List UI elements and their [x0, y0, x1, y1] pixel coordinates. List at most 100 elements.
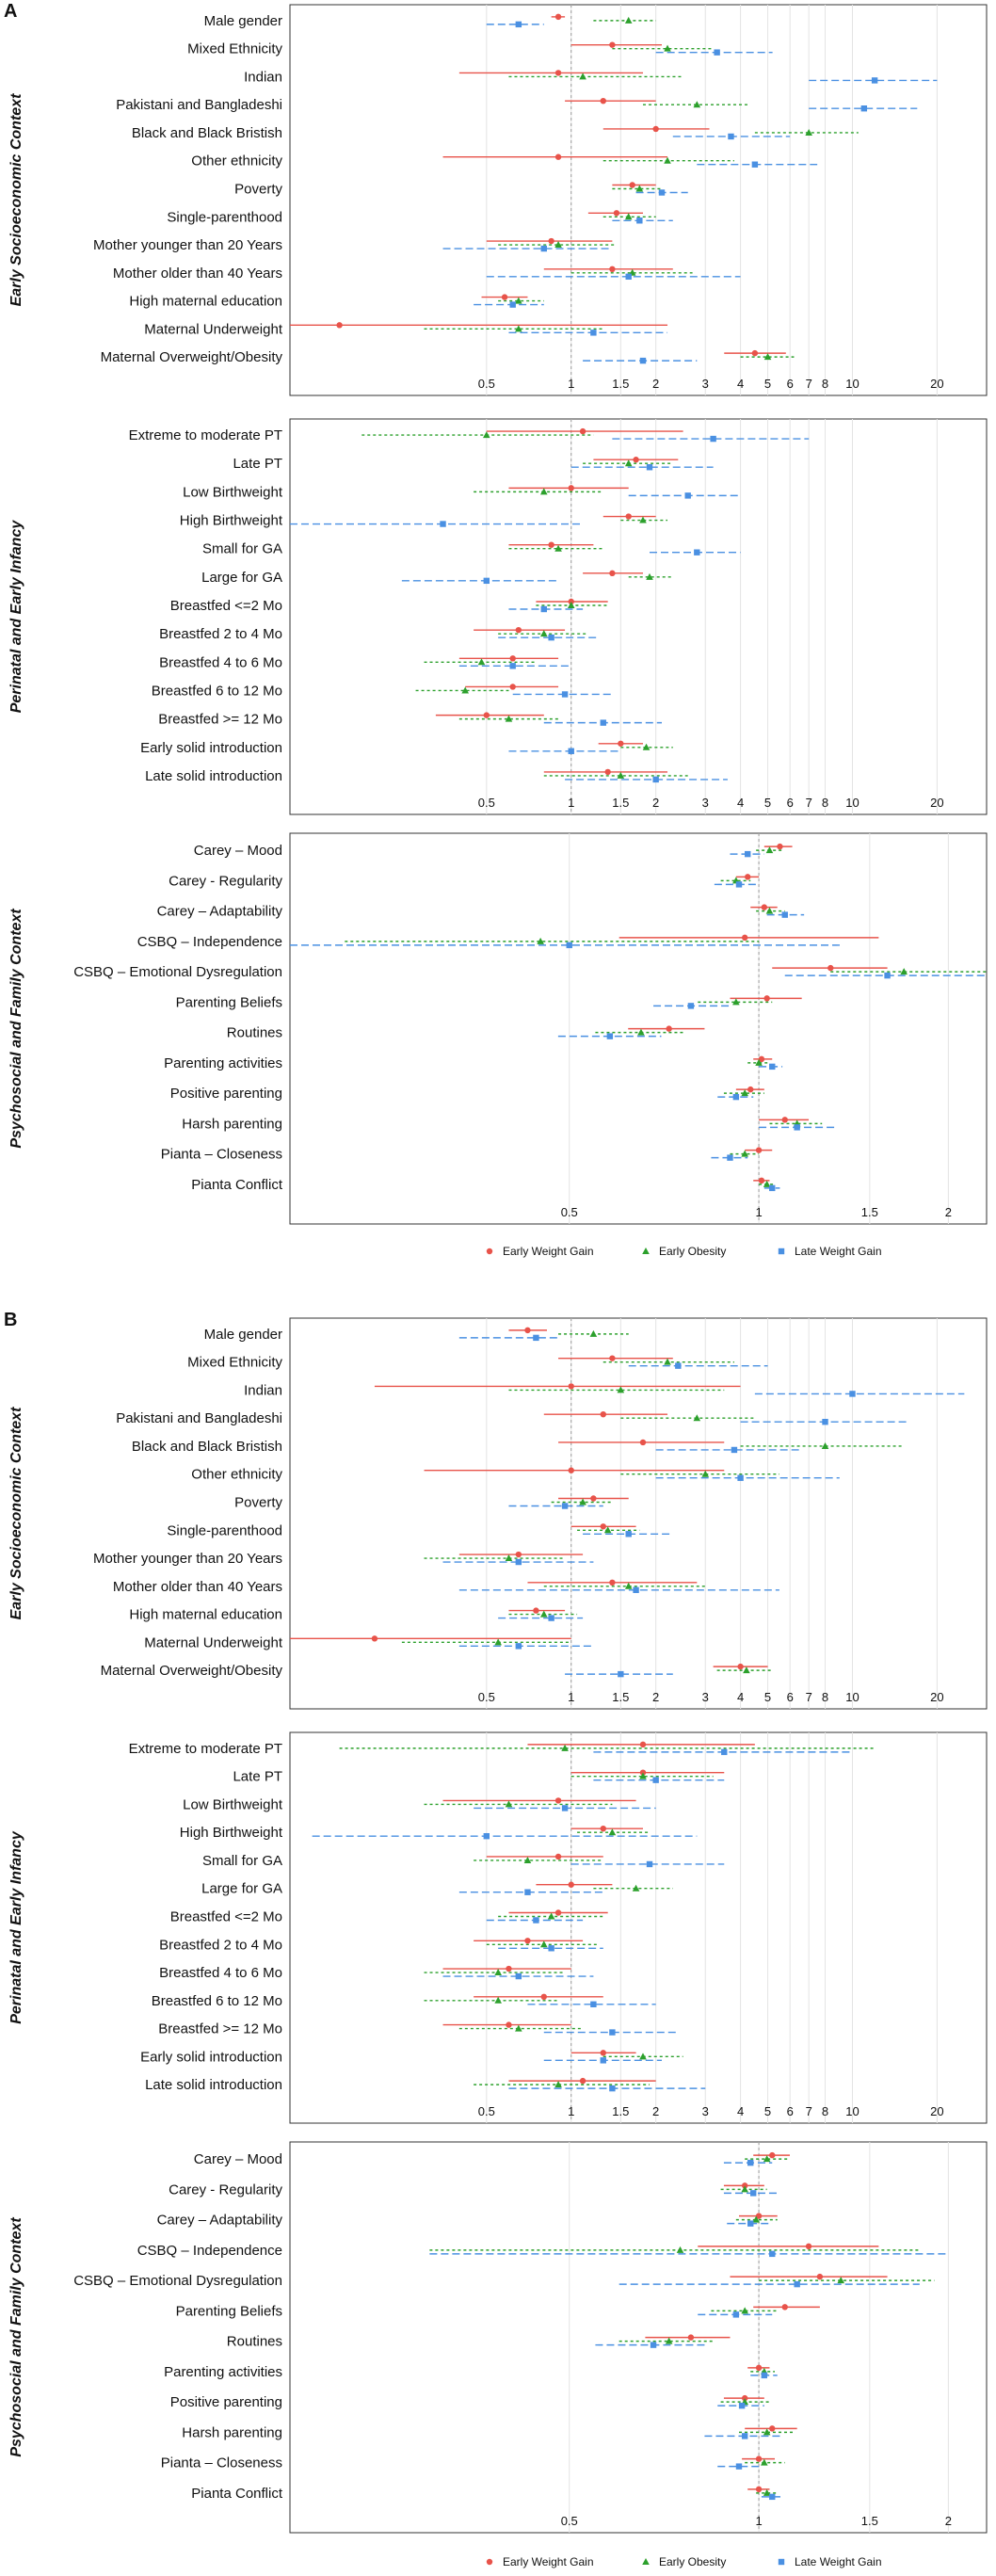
- point-estimate: [822, 1418, 828, 1425]
- point-estimate: [738, 2402, 746, 2409]
- point-estimate: [625, 513, 632, 520]
- point-estimate: [539, 1610, 548, 1618]
- row-label: Extreme to moderate PT: [129, 427, 282, 443]
- point-estimate: [741, 2307, 748, 2314]
- point-estimate: [646, 464, 653, 471]
- row-label: Single-parenthood: [167, 209, 282, 225]
- point-estimate: [483, 431, 490, 439]
- section-title: Perinatal and Early Infancy: [8, 520, 24, 714]
- x-tick-label: 1.5: [612, 377, 629, 391]
- point-estimate: [515, 21, 522, 28]
- x-tick-label: 4: [737, 377, 744, 391]
- plot-frame: [289, 1317, 988, 1710]
- point-estimate: [763, 2155, 771, 2163]
- point-estimate: [821, 1441, 829, 1449]
- point-estimate: [600, 2057, 606, 2064]
- row-label: Black and Black Bristish: [132, 125, 282, 141]
- point-estimate: [624, 213, 633, 220]
- legend-marker: [778, 2558, 785, 2566]
- point-estimate: [505, 715, 513, 722]
- point-estimate: [781, 911, 788, 918]
- point-estimate: [637, 1028, 645, 1036]
- row-label: Other ethnicity: [191, 1467, 282, 1483]
- x-tick-label: 8: [822, 377, 828, 391]
- point-estimate: [600, 1410, 606, 1418]
- point-estimate: [900, 968, 908, 975]
- point-estimate: [548, 541, 554, 548]
- point-estimate: [554, 1909, 562, 1916]
- point-estimate: [658, 189, 666, 196]
- point-estimate: [618, 740, 624, 747]
- point-estimate: [805, 2243, 812, 2250]
- point-estimate: [548, 237, 554, 245]
- point-estimate: [506, 2021, 512, 2028]
- row-label: Parenting Beliefs: [176, 2303, 282, 2319]
- row-label: Early solid introduction: [140, 2049, 282, 2065]
- point-estimate: [554, 153, 562, 160]
- point-estimate: [745, 850, 751, 858]
- point-estimate: [721, 1748, 728, 1756]
- x-tick-label: 5: [764, 2104, 771, 2118]
- x-tick-label: 4: [737, 2104, 744, 2118]
- row-label: Breastfed 4 to 6 Mo: [159, 654, 282, 670]
- point-estimate: [540, 245, 547, 252]
- x-tick-label: 0.5: [478, 1690, 495, 1704]
- point-estimate: [639, 1772, 647, 1779]
- point-estimate: [687, 2334, 695, 2341]
- row-label: High Birthweight: [180, 1825, 283, 1841]
- x-tick-label: 20: [930, 2104, 943, 2118]
- point-estimate: [579, 2077, 586, 2085]
- point-estimate: [781, 1117, 788, 1123]
- section-title: Perinatal and Early Infancy: [8, 1830, 24, 2024]
- row-label: Single-parenthood: [167, 1522, 282, 1538]
- point-estimate: [589, 1329, 598, 1337]
- point-estimate: [633, 1586, 639, 1594]
- legend-marker: [486, 1248, 493, 1255]
- x-tick-label: 4: [737, 796, 744, 810]
- x-tick-label: 2: [945, 2514, 952, 2528]
- point-estimate: [547, 1912, 555, 1920]
- point-estimate: [515, 297, 522, 304]
- row-label: Breastfed 2 to 4 Mo: [159, 1937, 282, 1953]
- point-estimate: [600, 2050, 606, 2056]
- point-estimate: [600, 97, 606, 105]
- row-label: CSBQ – Emotional Dysregulation: [73, 964, 282, 980]
- point-estimate: [765, 907, 774, 914]
- point-estimate: [568, 748, 574, 754]
- x-tick-label: 6: [787, 1690, 794, 1704]
- legend-marker: [642, 1248, 650, 1254]
- point-estimate: [755, 2364, 763, 2372]
- point-estimate: [794, 1124, 800, 1131]
- point-estimate: [483, 577, 490, 585]
- point-estimate: [676, 2246, 684, 2253]
- point-estimate: [539, 488, 548, 495]
- point-estimate: [635, 185, 644, 192]
- x-tick-label: 3: [702, 377, 709, 391]
- point-estimate: [548, 1945, 554, 1952]
- point-estimate: [827, 964, 834, 972]
- point-estimate: [751, 349, 759, 357]
- point-estimate: [652, 776, 659, 783]
- row-label: Maternal Overweight/Obesity: [101, 349, 283, 365]
- x-tick-label: 1.5: [612, 2104, 629, 2118]
- point-estimate: [494, 1996, 502, 2004]
- point-estimate: [515, 1551, 522, 1558]
- x-tick-label: 6: [787, 2104, 794, 2118]
- point-estimate: [613, 210, 620, 217]
- x-tick-label: 0.5: [478, 796, 495, 810]
- x-tick-label: 7: [806, 377, 812, 391]
- plot-frame: [289, 418, 988, 815]
- row-label: Breastfed <=2 Mo: [170, 1909, 282, 1925]
- row-label: Male gender: [204, 1327, 282, 1343]
- point-estimate: [600, 1825, 606, 1832]
- point-estimate: [652, 1777, 659, 1783]
- row-label: Small for GA: [202, 541, 282, 557]
- legend-label: Late Weight Gain: [795, 1245, 882, 1258]
- section-title: Psychosocial and Family Context: [8, 909, 24, 1149]
- row-label: Low Birthweight: [183, 484, 283, 500]
- point-estimate: [515, 325, 522, 332]
- x-tick-label: 1: [568, 2104, 574, 2118]
- row-label: Mixed Ethnicity: [187, 1355, 282, 1371]
- point-estimate: [539, 630, 548, 637]
- row-label: Carey - Regularity: [169, 873, 282, 889]
